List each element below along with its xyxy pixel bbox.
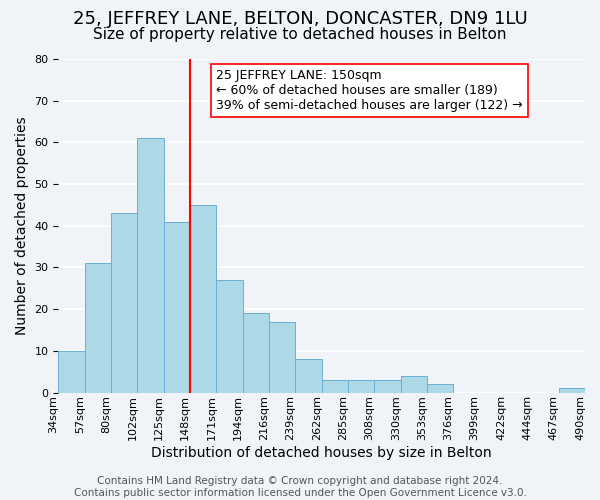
Bar [401,376,427,392]
Bar [348,380,374,392]
Text: Size of property relative to detached houses in Belton: Size of property relative to detached ho… [93,28,507,42]
Bar [137,138,164,392]
Bar [374,380,401,392]
Text: 25 JEFFREY LANE: 150sqm
← 60% of detached houses are smaller (189)
39% of semi-d: 25 JEFFREY LANE: 150sqm ← 60% of detache… [217,69,523,112]
Bar [217,280,243,392]
Bar [190,205,217,392]
Bar [243,314,269,392]
Bar [85,264,111,392]
Bar [559,388,585,392]
Text: 25, JEFFREY LANE, BELTON, DONCASTER, DN9 1LU: 25, JEFFREY LANE, BELTON, DONCASTER, DN9… [73,10,527,28]
Bar [322,380,348,392]
Bar [295,359,322,392]
Text: Contains HM Land Registry data © Crown copyright and database right 2024.
Contai: Contains HM Land Registry data © Crown c… [74,476,526,498]
Bar [111,214,137,392]
Y-axis label: Number of detached properties: Number of detached properties [15,116,29,335]
Bar [269,322,295,392]
X-axis label: Distribution of detached houses by size in Belton: Distribution of detached houses by size … [151,446,492,460]
Bar [427,384,454,392]
Bar [164,222,190,392]
Bar [58,351,85,393]
